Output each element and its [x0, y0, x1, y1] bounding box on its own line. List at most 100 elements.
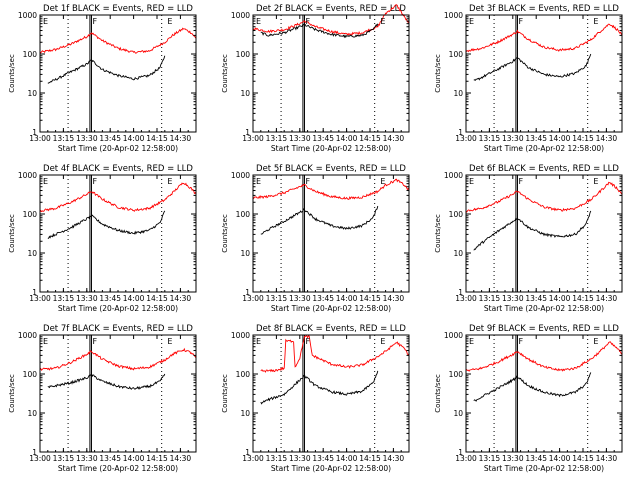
x-tick-label: 13:30 — [502, 134, 524, 143]
event-marker-e: E — [167, 17, 172, 26]
x-tick-label: 13:00 — [29, 294, 51, 303]
y-axis-label: Counts/sec — [434, 374, 442, 413]
x-tick-label: 14:30 — [596, 294, 618, 303]
y-tick-label: 1000 — [444, 11, 463, 20]
x-tick-label: 14:30 — [170, 454, 192, 463]
panel-title: Det 6f BLACK = Events, RED = LLD — [469, 164, 619, 174]
event-marker-e: E — [593, 177, 598, 186]
black-events-series — [473, 210, 592, 251]
y-tick-label: 1000 — [18, 171, 37, 180]
y-tick-label: 10 — [453, 249, 463, 258]
x-tick-label: 14:15 — [359, 454, 381, 463]
y-tick-label: 1000 — [444, 171, 463, 180]
event-marker-f: F — [92, 177, 97, 186]
x-tick-label: 13:15 — [266, 294, 288, 303]
x-tick-label: 14:00 — [336, 294, 358, 303]
y-tick-label: 100 — [449, 210, 464, 219]
black-events-series — [47, 210, 166, 239]
x-tick-label: 13:00 — [29, 454, 51, 463]
x-tick-label: 13:15 — [479, 134, 501, 143]
black-events-series — [473, 53, 592, 81]
x-tick-label: 13:45 — [525, 134, 547, 143]
y-tick-label: 1 — [458, 448, 463, 457]
black-events-series — [473, 372, 592, 402]
x-tick-label: 13:00 — [29, 134, 51, 143]
event-marker-e: E — [167, 177, 172, 186]
black-events-series — [47, 55, 166, 84]
x-tick-label: 13:15 — [479, 294, 501, 303]
x-tick-label: 13:30 — [289, 134, 311, 143]
panel-4: Det 4f BLACK = Events, RED = LLD Counts/s… — [8, 164, 197, 313]
x-tick-label: 14:30 — [383, 134, 405, 143]
event-marker-e: E — [380, 17, 385, 26]
event-marker-f: F — [305, 337, 310, 346]
y-tick-label: 1000 — [444, 331, 463, 340]
y-tick-label: 100 — [236, 210, 251, 219]
plot-frame — [39, 334, 197, 453]
x-tick-label: 13:30 — [502, 294, 524, 303]
y-tick-label: 100 — [23, 50, 38, 59]
y-tick-label: 1 — [245, 128, 250, 137]
event-marker-e: E — [380, 337, 385, 346]
y-axis-label: Counts/sec — [8, 214, 16, 253]
x-tick-label: 13:15 — [53, 454, 75, 463]
red-lld-series — [252, 178, 410, 200]
red-lld-series — [465, 23, 623, 53]
black-events-series — [260, 23, 379, 39]
x-tick-label: 14:15 — [359, 294, 381, 303]
x-axis-label: Start Time (20-Apr-02 12:58:00) — [484, 464, 604, 473]
x-tick-label: 14:00 — [123, 454, 145, 463]
x-tick-label: 13:00 — [455, 454, 477, 463]
panel-title: Det 1f BLACK = Events, RED = LLD — [43, 4, 193, 14]
event-marker-f: F — [92, 17, 97, 26]
y-tick-label: 1000 — [231, 171, 250, 180]
x-axis-label: Start Time (20-Apr-02 12:58:00) — [271, 304, 391, 313]
x-tick-label: 14:30 — [383, 294, 405, 303]
black-events-series — [260, 205, 379, 235]
panel-title: Det 4f BLACK = Events, RED = LLD — [43, 164, 193, 174]
y-tick-label: 1 — [245, 288, 250, 297]
x-tick-label: 14:30 — [383, 454, 405, 463]
x-tick-label: 13:15 — [53, 294, 75, 303]
y-tick-label: 10 — [27, 249, 37, 258]
panel-title: Det 5f BLACK = Events, RED = LLD — [256, 164, 406, 174]
x-tick-label: 13:15 — [53, 134, 75, 143]
event-marker-e: E — [380, 177, 385, 186]
y-tick-label: 10 — [27, 409, 37, 418]
y-tick-label: 10 — [240, 249, 250, 258]
panel-title: Det 9f BLACK = Events, RED = LLD — [469, 324, 619, 334]
x-axis-label: Start Time (20-Apr-02 12:58:00) — [58, 464, 178, 473]
x-tick-label: 13:45 — [525, 454, 547, 463]
y-tick-label: 100 — [449, 50, 464, 59]
black-events-series — [47, 373, 166, 390]
panel-2: Det 2f BLACK = Events, RED = LLD Counts/s… — [221, 4, 410, 153]
panel-3: Det 3f BLACK = Events, RED = LLD Counts/s… — [434, 4, 623, 153]
red-lld-series — [252, 4, 410, 36]
x-tick-label: 13:30 — [289, 454, 311, 463]
x-tick-label: 14:00 — [123, 134, 145, 143]
event-marker-e: E — [593, 17, 598, 26]
y-tick-label: 10 — [240, 89, 250, 98]
x-tick-label: 13:15 — [266, 454, 288, 463]
x-tick-label: 13:15 — [266, 134, 288, 143]
y-axis-label: Counts/sec — [8, 374, 16, 413]
x-tick-label: 14:15 — [146, 134, 168, 143]
y-axis-label: Counts/sec — [8, 54, 16, 93]
event-marker-f: F — [305, 17, 310, 26]
event-marker-e: E — [256, 337, 261, 346]
x-tick-label: 13:30 — [76, 454, 98, 463]
y-axis-label: Counts/sec — [221, 374, 229, 413]
x-tick-label: 13:30 — [502, 454, 524, 463]
panel-title: Det 7f BLACK = Events, RED = LLD — [43, 324, 193, 334]
red-lld-series — [39, 27, 197, 54]
event-marker-f: F — [518, 337, 523, 346]
x-tick-label: 14:00 — [336, 134, 358, 143]
red-lld-series — [39, 347, 197, 372]
y-axis-label: Counts/sec — [221, 54, 229, 93]
y-tick-label: 1000 — [18, 331, 37, 340]
x-tick-label: 13:30 — [76, 134, 98, 143]
x-tick-label: 13:00 — [242, 454, 264, 463]
x-tick-label: 13:30 — [76, 294, 98, 303]
x-tick-label: 13:00 — [455, 134, 477, 143]
